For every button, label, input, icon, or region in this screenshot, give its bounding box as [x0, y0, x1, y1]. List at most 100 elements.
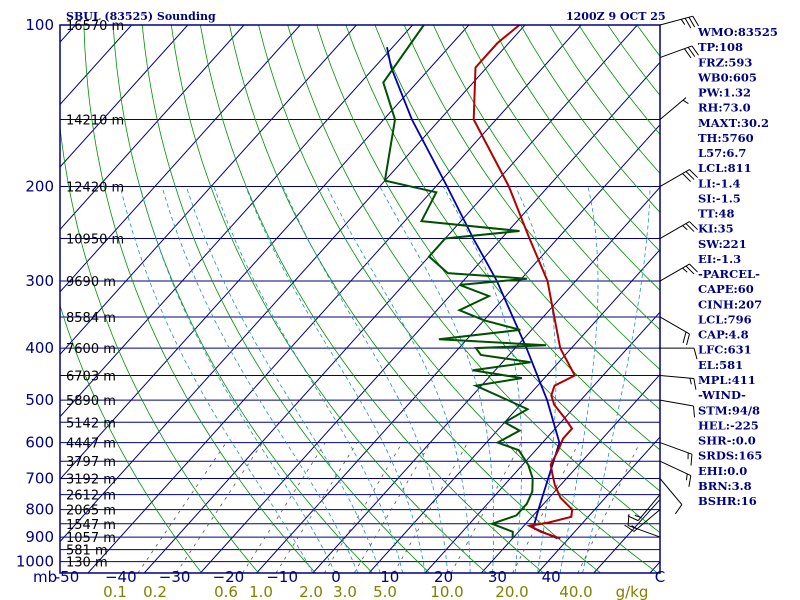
index-value: CINH:207	[698, 297, 762, 311]
wind-barb-flag	[685, 223, 695, 232]
height-label: 2065 m	[66, 504, 116, 519]
index-value: MAXT:30.2	[698, 116, 769, 130]
height-label: 6703 m	[66, 370, 116, 385]
index-value: EHI:0.0	[698, 464, 747, 478]
moist-adiabat-line	[326, 186, 471, 573]
moist-adiabat-line	[442, 186, 523, 573]
mixing-ratio-line	[242, 442, 326, 573]
isotherm-line	[368, 248, 660, 573]
wind-barb	[627, 514, 661, 538]
background-clip-group	[60, 25, 660, 573]
wind-barb-flag	[627, 515, 639, 522]
mixing-ratio-tick-label: 5.0	[373, 583, 397, 600]
wind-barb	[659, 375, 697, 390]
isotherm-line	[481, 373, 660, 573]
wind-barb-flag	[693, 378, 697, 390]
temperature-tick-label: 40	[542, 568, 561, 586]
wind-barb	[659, 399, 696, 418]
isotherm-line	[312, 186, 660, 573]
wind-barb-staff	[659, 169, 690, 187]
mixing-ratio-tick-label: 3.0	[333, 583, 357, 600]
mixing-ratio-tick-label: 0.6	[214, 583, 238, 600]
wind-barb-staff	[659, 45, 693, 59]
profile-clip-group	[382, 25, 577, 540]
dry-adiabat-line	[83, 25, 316, 573]
index-value: L57:6.7	[698, 146, 746, 160]
wind-barb-staff	[659, 399, 694, 407]
height-label: 1057 m	[66, 531, 116, 546]
background-lines	[60, 25, 660, 573]
mixing-ratio-line	[137, 442, 227, 573]
index-value: MPL:411	[698, 373, 756, 387]
mixing-ratio-line	[175, 442, 263, 573]
wind-barb	[659, 460, 692, 487]
isotherm-line	[256, 124, 660, 573]
index-value: FRZ:593	[698, 55, 752, 69]
index-value: HEL:-225	[698, 418, 759, 432]
index-value: BRN:3.8	[698, 479, 752, 493]
isotherm-line	[60, 25, 76, 43]
height-label: 7600 m	[66, 342, 116, 357]
index-value: CAP:4.8	[698, 328, 749, 342]
height-label: 14210 m	[66, 113, 124, 128]
wind-barb-flag	[686, 333, 690, 346]
wind-barb-staff	[659, 263, 690, 282]
pressure-tick-label: 400	[25, 339, 54, 357]
wind-barb-staff	[659, 375, 694, 379]
dry-adiabat-line	[491, 25, 660, 252]
index-value: PW:1.32	[698, 86, 751, 100]
index-value: SI:-1.5	[698, 191, 741, 205]
mixing-ratio-line	[393, 442, 469, 573]
moist-adiabat-line	[282, 186, 449, 573]
temperature-tick-label: −40	[105, 568, 137, 586]
wind-barb	[659, 442, 693, 466]
index-value: BSHR:16	[698, 494, 757, 508]
wind-barb	[659, 15, 700, 29]
index-value: EI:-1.3	[698, 252, 741, 266]
isotherm-line	[60, 25, 245, 231]
wind-barb-staff	[659, 316, 690, 335]
pressure-tick-label: 300	[25, 272, 54, 290]
pressure-unit-label: mb	[33, 568, 57, 586]
wind-barb-staff	[633, 509, 661, 532]
mixing-ratio-tick-label: 0.2	[143, 583, 167, 600]
wind-barb	[659, 97, 689, 120]
plot-frame	[59, 24, 661, 574]
isotherm-line	[200, 61, 660, 573]
index-value: CAPE:60	[698, 282, 754, 296]
temperature-tick-label: 30	[488, 568, 507, 586]
temperature-tick-label: -50	[55, 568, 80, 586]
height-label: 12420 m	[66, 181, 124, 196]
height-label: 8584 m	[66, 311, 116, 326]
wind-barb	[660, 347, 698, 360]
mixing-ratio-line	[512, 442, 580, 573]
temperature-tick-label: 10	[380, 568, 399, 586]
dry-adiabat-line	[345, 25, 660, 451]
dry-adiabat-line	[60, 304, 202, 573]
moist-adiabat-line	[245, 186, 426, 573]
height-label: 130 m	[66, 556, 108, 571]
mixing-ratio-line	[450, 442, 522, 573]
wind-barb	[659, 478, 683, 515]
moist-adiabat-line	[582, 186, 651, 573]
moist-adiabat-line	[379, 186, 495, 573]
height-label: 4447 m	[66, 437, 116, 452]
height-label: 3797 m	[66, 455, 116, 470]
mixing-ratio-tick-label: 2.0	[299, 583, 323, 600]
index-value: TT:48	[698, 207, 735, 221]
index-value: SRDS:165	[698, 449, 762, 463]
index-value: LCL:796	[698, 312, 752, 326]
temperature-tick-label: 0	[331, 568, 341, 586]
wind-barb-staff	[659, 442, 693, 455]
moist-adiabat-line	[515, 186, 557, 573]
isotherm-line	[60, 25, 470, 480]
index-value: -PARCEL-	[698, 267, 760, 281]
wind-barb-flag	[682, 173, 691, 182]
dewpoint-profile-line	[382, 25, 547, 539]
wind-barb	[659, 316, 690, 346]
wind-barb-flag	[682, 331, 687, 344]
pressure-tick-label: 700	[25, 470, 54, 488]
